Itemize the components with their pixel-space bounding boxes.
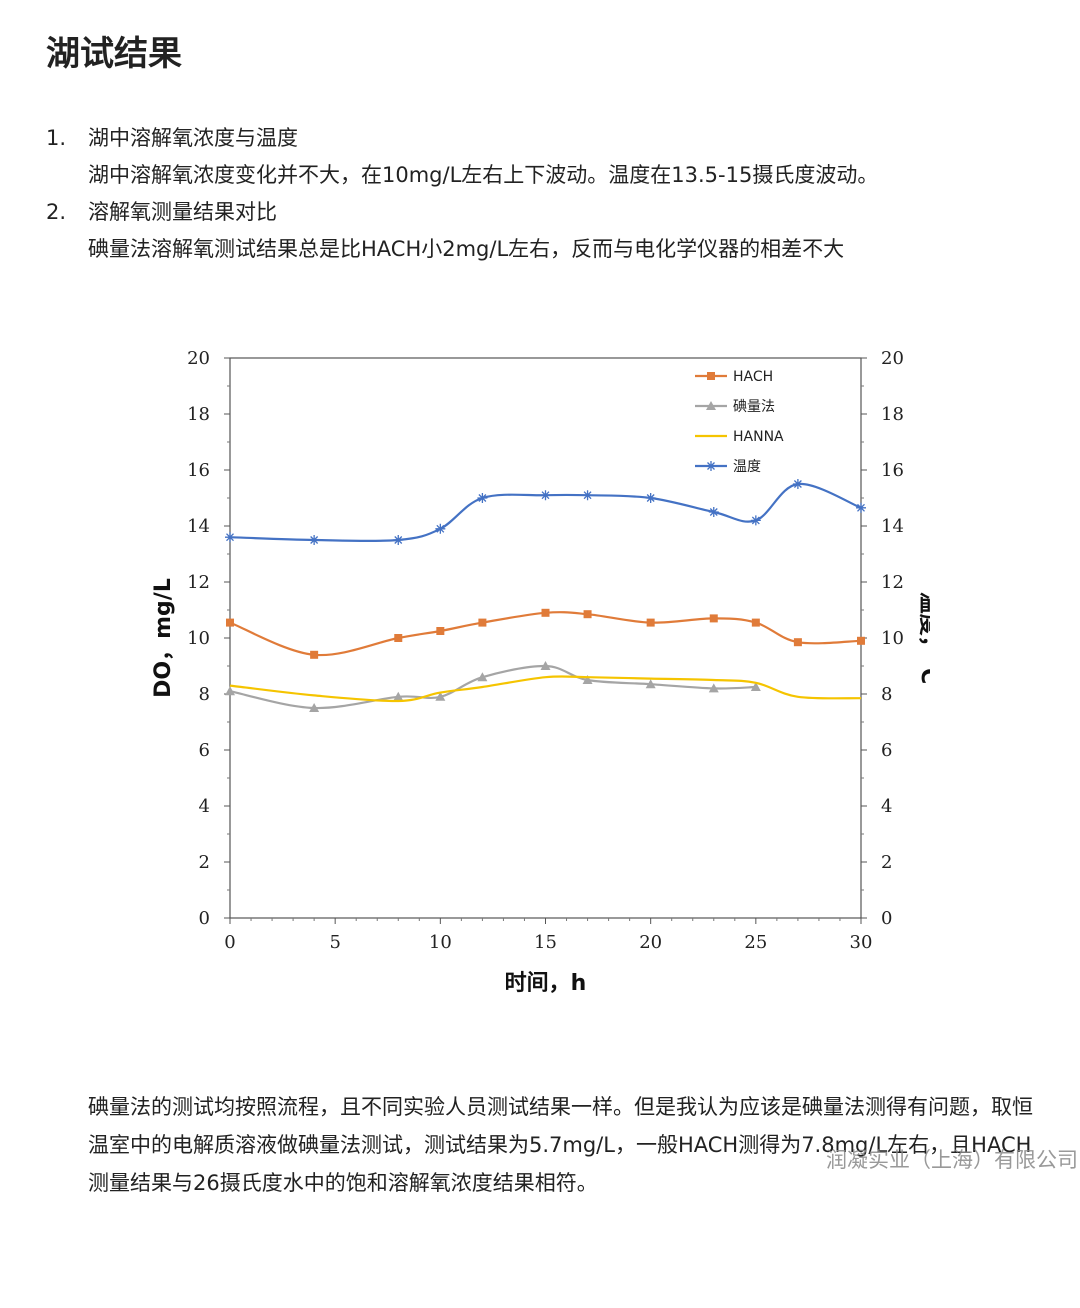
series-3 xyxy=(225,479,866,545)
x-tick-label: 25 xyxy=(744,932,767,953)
x-tick-label: 30 xyxy=(850,932,873,953)
y2-tick-label: 16 xyxy=(881,460,904,481)
y-tick-label: 20 xyxy=(187,348,210,369)
data-point xyxy=(477,672,488,682)
data-point xyxy=(706,401,716,410)
right-axis-ticks: 0 2 4 6 8 10 12 14 16 18 20 xyxy=(861,348,904,929)
y-tick-label: 12 xyxy=(187,572,210,593)
y2-tick-label: 0 xyxy=(881,908,892,929)
data-point xyxy=(393,535,404,545)
data-point xyxy=(540,661,551,670)
legend-label: HANNA xyxy=(733,429,784,445)
data-point xyxy=(857,636,865,645)
data-point xyxy=(708,507,719,517)
x-axis-label: 时间，h xyxy=(505,971,587,996)
y2-tick-label: 4 xyxy=(881,796,892,817)
data-point xyxy=(310,650,319,659)
do-temperature-chart: 0 2 4 6 8 10 12 14 16 18 20 0 2 4 6 8 10 12 14 16 18 20 0 5 10… xyxy=(151,348,930,996)
y-tick-label: 10 xyxy=(187,628,210,649)
list-number: 2. xyxy=(46,200,67,224)
legend: HACH 碘量法 HANNA 温度 xyxy=(695,369,784,475)
data-point xyxy=(582,675,593,684)
y-tick-label: 14 xyxy=(187,516,210,537)
y2-tick-label: 2 xyxy=(881,852,892,873)
data-point xyxy=(707,372,715,380)
y-axis-label: DO，mg/L xyxy=(151,578,176,698)
y-tick-label: 4 xyxy=(199,796,210,817)
data-point xyxy=(435,691,446,701)
series-line xyxy=(229,664,756,710)
x-tick-label: 0 xyxy=(224,932,235,953)
result-list: 1. 湖中溶解氧浓度与温度 湖中溶解氧浓度变化并不大，在10mg/L左右上下波动… xyxy=(46,120,878,268)
data-point xyxy=(750,682,761,691)
y-tick-label: 6 xyxy=(199,740,210,761)
data-point xyxy=(226,618,234,627)
item-heading: 湖中溶解氧浓度与温度 xyxy=(88,126,298,150)
legend-label: HACH xyxy=(733,369,773,385)
series-line xyxy=(229,482,862,543)
data-point xyxy=(309,535,320,545)
data-point xyxy=(645,679,656,689)
data-point xyxy=(436,627,445,635)
data-point xyxy=(540,490,551,501)
data-point xyxy=(393,691,404,701)
data-point xyxy=(792,479,803,489)
series-2 xyxy=(229,675,862,703)
data-point xyxy=(856,502,866,513)
item-text: 湖中溶解氧浓度变化并不大，在10mg/L左右上下波动。温度在13.5-15摄氏度… xyxy=(88,163,879,187)
x-tick-label: 15 xyxy=(534,932,557,953)
x-tick-label: 20 xyxy=(639,932,662,953)
data-point xyxy=(706,461,716,471)
y2-tick-label: 6 xyxy=(881,740,892,761)
y2-tick-label: 10 xyxy=(881,628,904,649)
y2-tick-label: 8 xyxy=(881,684,892,705)
left-axis-ticks: 0 2 4 6 8 10 12 14 16 18 20 xyxy=(187,348,230,929)
list-number: 1. xyxy=(46,126,67,150)
series-1 xyxy=(225,661,761,712)
y2-tick-label: 14 xyxy=(881,516,904,537)
data-point xyxy=(750,515,761,526)
legend-label: 温度 xyxy=(733,459,761,475)
y2-tick-label: 18 xyxy=(881,404,904,425)
data-point xyxy=(709,614,718,623)
page-title: 湖试结果 xyxy=(46,34,182,74)
data-point xyxy=(582,490,593,501)
y-tick-label: 2 xyxy=(199,852,210,873)
x-tick-label: 10 xyxy=(429,932,452,953)
item-heading: 溶解氧测量结果对比 xyxy=(88,200,277,224)
data-point xyxy=(225,686,235,696)
series-line xyxy=(229,611,862,657)
x-axis-ticks: 0 5 10 15 20 25 30 xyxy=(224,918,872,953)
data-point xyxy=(478,618,487,627)
data-point xyxy=(541,608,550,617)
x-tick-label: 5 xyxy=(329,932,340,953)
data-point xyxy=(646,618,655,627)
conclusion-paragraph: 碘量法的测试均按照流程，且不同实验人员测试结果一样。但是我认为应该是碘量法测得有… xyxy=(88,1095,1033,1195)
data-point xyxy=(793,638,802,647)
item-text: 碘量法溶解氧测试结果总是比HACH小2mg/L左右，反而与电化学仪器的相差不大 xyxy=(88,237,845,261)
data-point xyxy=(751,618,760,627)
data-point xyxy=(225,532,235,543)
y2-axis-label: 温度，℃ xyxy=(916,592,930,685)
company-watermark: 润凝实业（上海）有限公司 xyxy=(826,1148,1078,1172)
list-item: 1. 湖中溶解氧浓度与温度 湖中溶解氧浓度变化并不大，在10mg/L左右上下波动… xyxy=(46,120,878,194)
data-point xyxy=(477,493,488,503)
data-point xyxy=(583,610,592,619)
list-item: 2. 溶解氧测量结果对比 碘量法溶解氧测试结果总是比HACH小2mg/L左右，反… xyxy=(46,194,878,268)
data-point xyxy=(708,683,719,693)
data-point xyxy=(309,703,320,712)
series-layer xyxy=(225,479,866,712)
y-tick-label: 8 xyxy=(199,684,210,705)
y-tick-label: 0 xyxy=(199,908,210,929)
data-point xyxy=(645,493,656,503)
legend-label: 碘量法 xyxy=(733,399,775,415)
y-tick-label: 16 xyxy=(187,460,210,481)
data-point xyxy=(435,523,446,534)
y2-tick-label: 12 xyxy=(881,572,904,593)
y2-tick-label: 20 xyxy=(881,348,904,369)
data-point xyxy=(394,634,403,642)
series-0 xyxy=(226,608,865,659)
series-line xyxy=(229,675,862,703)
y-tick-label: 18 xyxy=(187,404,210,425)
